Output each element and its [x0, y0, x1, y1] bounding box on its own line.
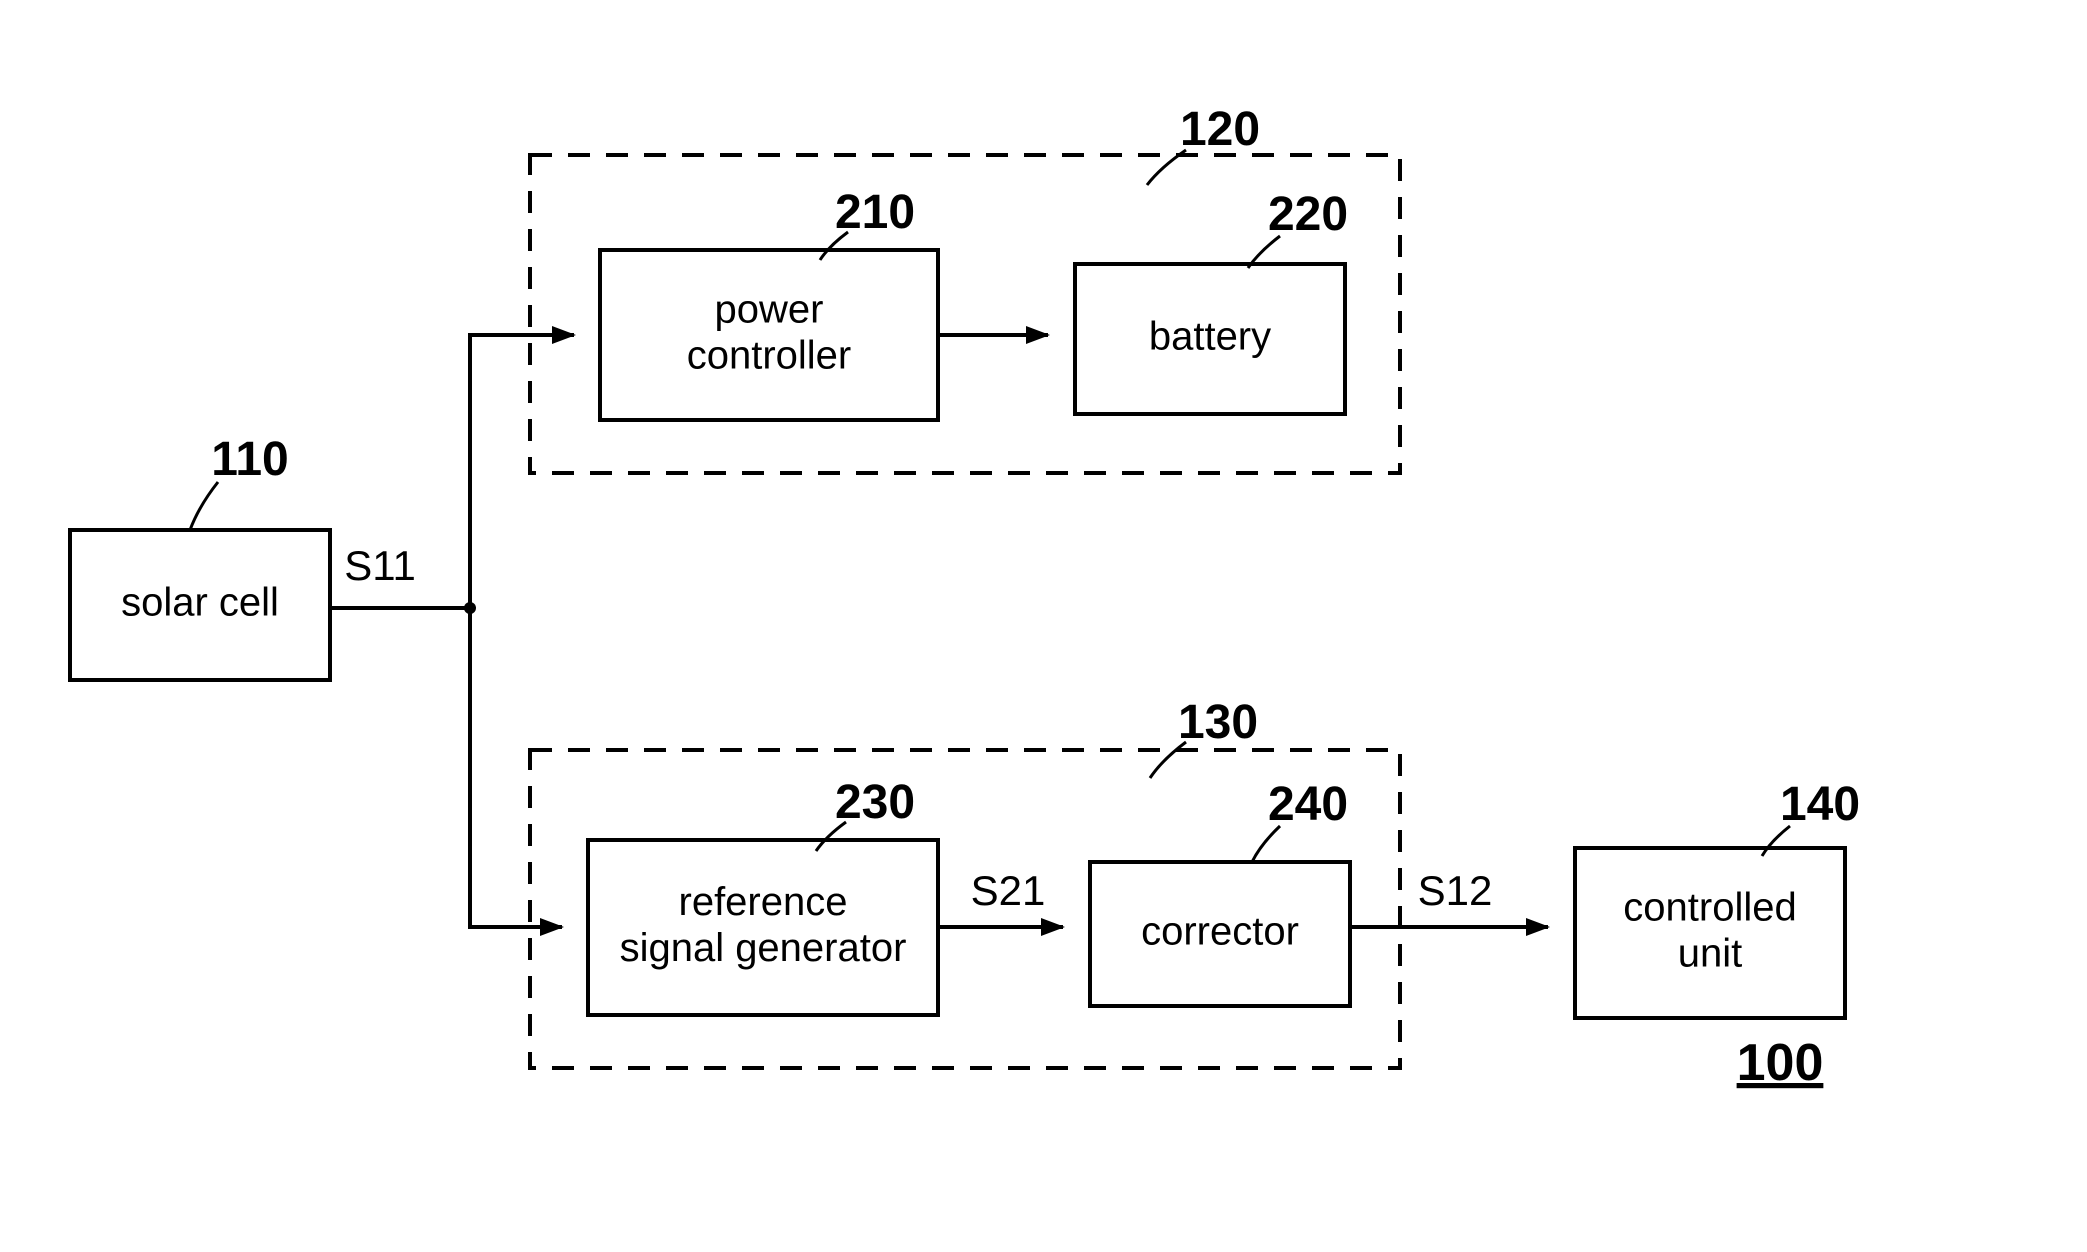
power_controller-label-line-1: controller: [687, 334, 852, 378]
solar_cell-label: solar cell: [121, 581, 279, 625]
power_controller-ref: 210: [835, 186, 915, 239]
power_controller-label-line-0: power: [715, 288, 824, 332]
solar_cell-ref: 110: [211, 433, 288, 486]
ref_signal_gen-label-line-0: reference: [679, 880, 848, 924]
battery-label: battery: [1149, 315, 1271, 359]
edge-2: [470, 608, 562, 927]
battery-ref: 220: [1268, 188, 1348, 241]
controlled_unit-label-line-0: controlled: [1623, 886, 1796, 930]
solar_cell-leader: [190, 482, 218, 530]
controlled_unit-label-line-1: unit: [1678, 932, 1743, 976]
signal-S11: S11: [344, 542, 416, 589]
corrector-leader: [1252, 826, 1280, 862]
group_120-ref: 120: [1180, 103, 1260, 156]
signal-S12: S12: [1418, 867, 1493, 914]
controlled_unit-ref: 140: [1780, 778, 1860, 831]
corrector-ref: 240: [1268, 778, 1348, 831]
figure-ref: 100: [1737, 1034, 1824, 1092]
ref_signal_gen-label-line-1: signal generator: [620, 926, 907, 970]
signal-S21: S21: [971, 867, 1046, 914]
ref_signal_gen-ref: 230: [835, 776, 915, 829]
group_130-ref: 130: [1178, 696, 1258, 749]
corrector-label: corrector: [1141, 910, 1299, 954]
junction-dot: [464, 602, 476, 614]
